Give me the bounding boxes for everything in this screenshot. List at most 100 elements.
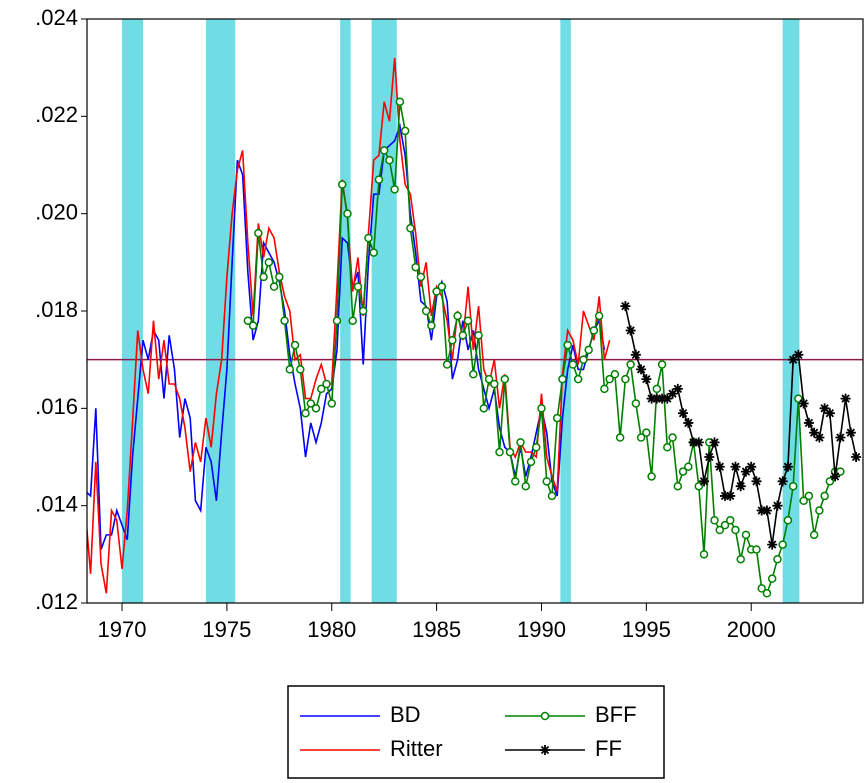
marker xyxy=(406,224,415,233)
marker xyxy=(636,364,647,375)
x-tick-label: 1975 xyxy=(202,617,251,642)
legend-label: BD xyxy=(390,702,421,727)
y-tick-label: .014 xyxy=(35,491,78,516)
marker xyxy=(709,437,720,448)
y-tick-label: .016 xyxy=(35,394,78,419)
marker xyxy=(552,413,562,423)
marker xyxy=(772,500,783,511)
y-tick-label: .012 xyxy=(35,589,78,614)
marker xyxy=(714,461,725,472)
marker xyxy=(688,437,699,448)
marker xyxy=(437,282,447,291)
shaded-period xyxy=(560,19,571,603)
marker xyxy=(725,490,736,501)
marker xyxy=(589,326,599,335)
marker xyxy=(395,97,405,106)
marker xyxy=(731,525,740,535)
marker xyxy=(469,370,478,379)
marker xyxy=(657,393,668,404)
marker xyxy=(672,383,683,394)
marker xyxy=(657,360,667,369)
marker xyxy=(442,360,452,369)
marker xyxy=(348,316,357,325)
marker xyxy=(630,349,641,360)
marker xyxy=(364,233,373,243)
marker xyxy=(699,476,710,487)
marker xyxy=(448,335,457,345)
plot-area xyxy=(87,19,863,603)
x-tick-label: 1985 xyxy=(412,617,461,642)
marker xyxy=(259,272,268,282)
marker xyxy=(693,437,704,448)
marker xyxy=(568,360,578,369)
marker xyxy=(311,404,321,413)
marker xyxy=(621,374,630,384)
marker xyxy=(269,282,279,291)
marker xyxy=(332,316,342,325)
marker xyxy=(275,272,284,282)
marker xyxy=(815,506,824,515)
marker xyxy=(254,228,263,238)
marker xyxy=(505,447,515,457)
marker xyxy=(526,457,536,467)
marker xyxy=(652,384,662,394)
marker xyxy=(778,540,787,549)
marker xyxy=(678,467,688,476)
marker xyxy=(782,461,793,472)
y-tick-label: .022 xyxy=(35,102,78,127)
marker xyxy=(719,490,730,501)
shaded-period xyxy=(205,19,236,603)
marker xyxy=(337,180,347,189)
marker xyxy=(809,530,819,540)
marker xyxy=(710,516,719,525)
marker xyxy=(400,126,410,136)
marker xyxy=(500,374,510,384)
x-tick-label: 2000 xyxy=(727,617,776,642)
marker xyxy=(343,209,352,218)
marker xyxy=(793,349,804,360)
marker xyxy=(484,374,494,384)
marker xyxy=(495,447,504,457)
marker xyxy=(788,354,799,365)
marker xyxy=(374,175,384,184)
shaded-period xyxy=(371,19,397,603)
marker xyxy=(427,321,436,330)
marker xyxy=(379,146,389,155)
marker xyxy=(353,282,363,291)
shaded-period xyxy=(340,19,351,603)
marker xyxy=(579,355,588,364)
marker xyxy=(840,393,851,404)
marker xyxy=(820,491,829,501)
marker xyxy=(615,433,625,442)
marker xyxy=(741,530,751,540)
marker xyxy=(845,427,856,438)
marker xyxy=(584,345,593,355)
marker xyxy=(317,384,326,394)
marker xyxy=(280,316,289,325)
marker xyxy=(746,461,757,472)
marker xyxy=(458,331,468,340)
marker xyxy=(490,379,499,389)
marker xyxy=(421,306,431,316)
marker xyxy=(740,466,751,477)
marker xyxy=(327,399,337,408)
marker xyxy=(411,262,420,272)
marker xyxy=(385,155,394,165)
marker xyxy=(668,433,677,442)
y-tick-label: .024 xyxy=(35,5,78,30)
marker xyxy=(322,379,331,389)
marker xyxy=(767,574,777,583)
marker xyxy=(647,472,656,481)
legend-label: FF xyxy=(595,736,622,761)
marker xyxy=(306,399,316,408)
marker xyxy=(600,384,609,394)
marker xyxy=(803,417,814,428)
marker xyxy=(416,272,426,282)
marker xyxy=(735,481,746,492)
marker xyxy=(642,428,651,437)
legend-box xyxy=(287,685,665,779)
marker xyxy=(285,365,295,374)
marker xyxy=(678,408,689,419)
marker xyxy=(756,505,767,516)
